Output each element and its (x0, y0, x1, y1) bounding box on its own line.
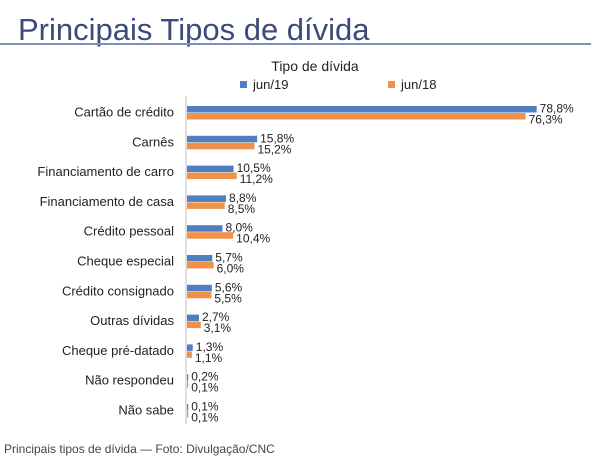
category-label: Financiamento de casa (40, 194, 175, 209)
image-caption: Principais tipos de dívida — Foto: Divul… (4, 442, 275, 456)
data-label: 78,8% (540, 102, 574, 116)
legend-label-1: jun/19 (252, 77, 288, 92)
data-label: 6,0% (217, 262, 245, 276)
bar-jun-18 (187, 113, 526, 120)
bar-jun-19 (187, 284, 212, 292)
bar-jun-19 (187, 106, 537, 113)
category-label: Cheque pré-datado (62, 343, 174, 358)
bar-jun-19 (187, 195, 227, 202)
data-label: 1,1% (195, 351, 223, 365)
category-group: Cheque pré-datado 1,3%1,1% (62, 340, 223, 365)
data-label: 15,2% (257, 142, 291, 156)
bar-jun-18 (187, 232, 234, 239)
category-group: Cartão de crédito 78,8%76,3% (74, 102, 574, 127)
legend-swatch-2 (388, 81, 395, 88)
bar-jun-18 (187, 321, 201, 329)
bar-jun-18 (187, 291, 212, 299)
category-label: Outras dívidas (90, 313, 174, 328)
data-label: 0,2% (191, 370, 219, 384)
bar-jun-19 (187, 314, 199, 322)
category-label: Crédito pessoal (84, 224, 174, 239)
chart-legend: jun/19 jun/18 (240, 77, 436, 92)
category-group: Crédito consignado 5,6%5,5% (62, 280, 243, 305)
data-label: 76,3% (529, 113, 563, 127)
data-label: 10,4% (236, 232, 270, 246)
data-label: 11,2% (240, 172, 273, 186)
data-label: 5,6% (215, 280, 243, 294)
bar-jun-18 (187, 172, 237, 180)
data-label: 0,1% (191, 400, 219, 414)
data-label: 5,5% (214, 291, 242, 305)
page-title: Principais Tipos de dívida (18, 12, 370, 47)
bar-jun-19 (187, 374, 189, 381)
bar-jun-19 (187, 135, 258, 143)
category-group: Não sabe 0,1%0,1% (118, 400, 219, 425)
category-group: Outras dívidas 2,7%3,1% (90, 310, 231, 335)
bar-jun-19 (187, 225, 223, 232)
data-label: 0,1% (191, 411, 219, 425)
bar-jun-18 (187, 202, 225, 209)
data-label: 2,7% (202, 310, 230, 324)
data-label: 8,8% (229, 191, 257, 205)
category-label: Cheque especial (77, 254, 174, 269)
category-label: Carnês (132, 134, 174, 149)
category-group: Não respondeu 0,2%0,1% (85, 370, 219, 395)
bar-jun-19 (187, 165, 234, 173)
bar-jun-19 (187, 255, 213, 262)
data-label: 0,1% (191, 381, 219, 395)
data-label: 15,8% (260, 131, 294, 145)
data-label: 8,0% (226, 221, 254, 235)
bar-jun-18 (187, 351, 192, 358)
category-label: Cartão de crédito (74, 105, 174, 120)
category-label: Financiamento de carro (37, 164, 174, 179)
title-divider (0, 43, 591, 45)
category-label: Não sabe (118, 403, 174, 418)
bar-jun-19 (187, 344, 193, 351)
data-label: 1,3% (196, 340, 224, 354)
bar-chart: Tipo de dívida jun/19 jun/18 Cartão de cr… (37, 58, 574, 425)
data-label: 5,7% (215, 251, 243, 265)
bar-jun-18 (187, 142, 255, 150)
bar-jun-18 (187, 262, 214, 269)
category-label: Crédito consignado (62, 283, 174, 298)
category-group: Crédito pessoal 8,0%10,4% (84, 221, 271, 246)
data-label: 8,5% (228, 202, 256, 216)
bar-jun-19 (187, 404, 189, 411)
category-group: Financiamento de casa 8,8%8,5% (40, 191, 257, 216)
category-group: Financiamento de carro 10,5%11,2% (37, 161, 273, 186)
category-group: Carnês 15,8%15,2% (132, 131, 294, 156)
plot-area: Cartão de crédito 78,8%76,3% Carnês 15,8%15… (37, 102, 574, 425)
category-group: Cheque especial 5,7%6,0% (77, 251, 244, 276)
data-label: 10,5% (237, 161, 271, 175)
chart-title: Tipo de dívida (271, 58, 359, 74)
legend-swatch-1 (240, 81, 247, 88)
bar-jun-18 (187, 381, 189, 388)
category-label: Não respondeu (85, 373, 174, 388)
data-label: 3,1% (204, 321, 232, 335)
legend-label-2: jun/18 (400, 77, 436, 92)
bar-jun-18 (187, 411, 189, 418)
